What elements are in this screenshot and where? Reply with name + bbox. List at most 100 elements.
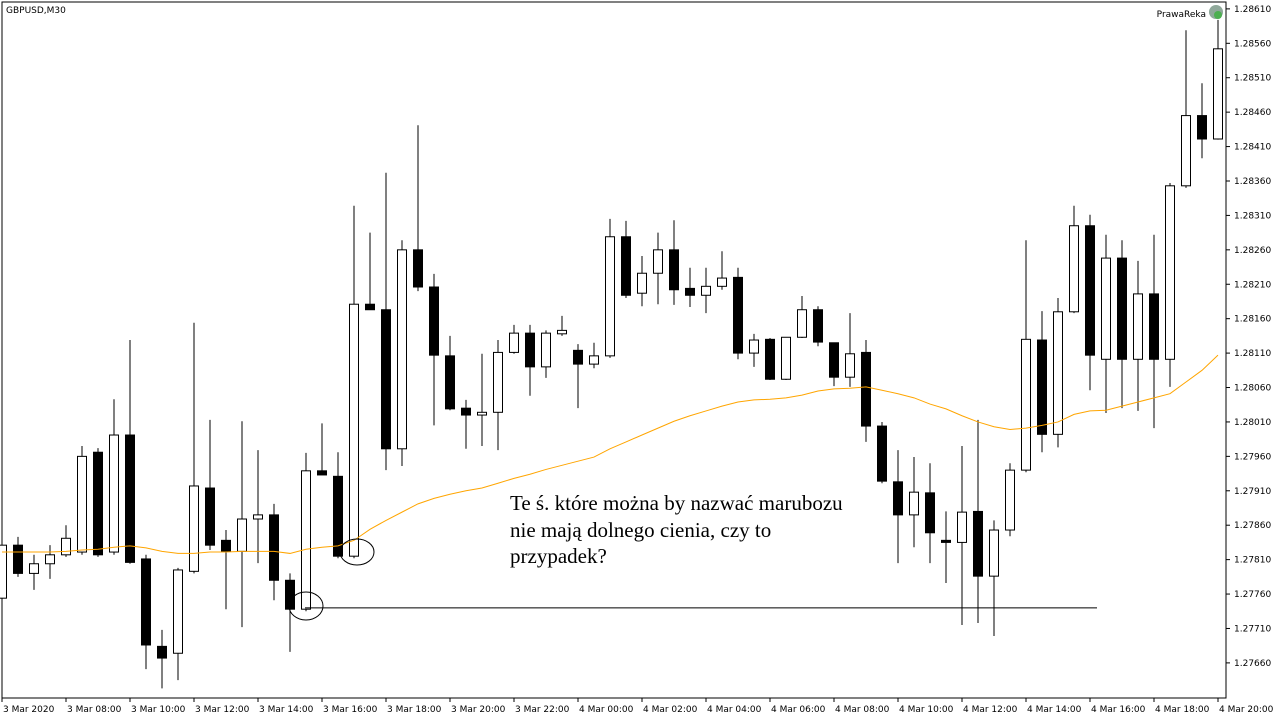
y-tick-label: 1.28210 — [1234, 280, 1271, 290]
candle-body — [109, 434, 119, 553]
candle-body — [0, 544, 7, 599]
candle-body — [333, 475, 343, 557]
y-tick-label: 1.27760 — [1234, 590, 1271, 600]
x-tick-label: 4 Mar 16:00 — [1091, 705, 1146, 715]
candle-body — [669, 249, 679, 291]
candle-body — [1133, 293, 1143, 360]
watermark-icon — [1209, 5, 1223, 19]
candle-body — [13, 544, 23, 574]
annotation-line: nie mają dolnego cienia, czy to — [510, 518, 771, 542]
candle-body — [1149, 293, 1159, 360]
x-tick-label: 4 Mar 12:00 — [963, 705, 1018, 715]
candle-body — [461, 407, 471, 416]
y-tick-label: 1.28460 — [1234, 108, 1271, 118]
candle-body — [61, 537, 71, 556]
candle-body — [733, 276, 743, 354]
candle-body — [877, 425, 887, 482]
candle-body — [957, 511, 967, 543]
candle-body — [893, 481, 903, 516]
watermark: PrawaReka — [1157, 10, 1206, 20]
candle-body — [317, 470, 327, 476]
candle-body — [77, 455, 87, 553]
candle-body — [685, 287, 695, 296]
highlight-ellipse — [288, 591, 324, 621]
x-tick-label: 4 Mar 18:00 — [1155, 705, 1210, 715]
candle-body — [701, 285, 711, 296]
candle-body — [93, 451, 103, 556]
candle-body — [397, 249, 407, 450]
x-tick-label: 4 Mar 20:00 — [1219, 705, 1274, 715]
x-tick-label: 4 Mar 00:00 — [579, 705, 634, 715]
candle-body — [141, 558, 151, 646]
candle-body — [493, 351, 503, 413]
candle-body — [125, 434, 135, 563]
x-tick-label: 3 Mar 20:00 — [451, 705, 506, 715]
candle-body — [237, 518, 247, 552]
candle-body — [589, 355, 599, 365]
y-tick-label: 1.28610 — [1234, 5, 1271, 15]
candle-body — [189, 485, 199, 572]
y-tick-label: 1.27710 — [1234, 624, 1271, 634]
candle-body — [45, 554, 55, 565]
y-tick-label: 1.28360 — [1234, 177, 1271, 187]
icon-dot — [1214, 11, 1222, 19]
y-tick-label: 1.28410 — [1234, 143, 1271, 153]
candle-body — [157, 645, 167, 659]
moving-average — [2, 354, 1219, 554]
candle-body — [909, 491, 919, 516]
candle-body — [1085, 225, 1095, 356]
y-tick-label: 1.28060 — [1234, 384, 1271, 394]
x-tick-label: 4 Mar 02:00 — [643, 705, 698, 715]
candle-body — [749, 339, 759, 354]
annotation-line: Te ś. które można by nazwać marubozu — [510, 491, 843, 515]
candle-body — [349, 303, 359, 557]
candle-body — [253, 514, 263, 520]
candle-body — [653, 249, 663, 274]
x-tick-label: 4 Mar 08:00 — [835, 705, 890, 715]
candle-body — [509, 332, 519, 353]
candle-body — [1181, 115, 1191, 187]
annotation-line: przypadek? — [510, 544, 607, 568]
candle-body — [1069, 225, 1079, 313]
candle-body — [989, 529, 999, 577]
x-tick-label: 4 Mar 10:00 — [899, 705, 954, 715]
chart-title: GBPUSD,M30 — [6, 6, 66, 16]
x-tick-label: 3 Mar 12:00 — [195, 705, 250, 715]
candle-body — [1037, 339, 1047, 435]
candle-body — [605, 236, 615, 357]
x-tick-label: 4 Mar 04:00 — [707, 705, 762, 715]
candle-body — [573, 349, 583, 365]
y-tick-label: 1.28310 — [1234, 211, 1271, 221]
y-tick-label: 1.28560 — [1234, 39, 1271, 49]
candle-body — [429, 286, 439, 356]
x-tick-label: 3 Mar 16:00 — [323, 705, 378, 715]
candle-body — [541, 332, 551, 368]
y-tick-label: 1.28510 — [1234, 74, 1271, 84]
candle-body — [797, 309, 807, 338]
candle-body — [413, 249, 423, 288]
candle-body — [557, 329, 567, 335]
candle-body — [829, 342, 839, 378]
y-tick-label: 1.28110 — [1234, 349, 1271, 359]
highlight-ellipse — [339, 538, 375, 566]
x-tick-label: 3 Mar 2020 — [3, 705, 55, 715]
candle-body — [365, 303, 375, 311]
candle-body — [173, 569, 183, 654]
candle-body — [1053, 311, 1063, 435]
y-tick-label: 1.28160 — [1234, 315, 1271, 325]
candle-body — [285, 579, 295, 610]
y-tick-label: 1.27660 — [1234, 659, 1271, 669]
candle-body — [29, 563, 39, 574]
candle-body — [1213, 48, 1223, 140]
candle-body — [813, 309, 823, 343]
x-tick-label: 3 Mar 10:00 — [131, 705, 186, 715]
candle-body — [301, 470, 311, 610]
candle-body — [477, 411, 487, 416]
candle-body — [445, 355, 455, 410]
candle-body — [1005, 469, 1015, 531]
y-tick-label: 1.28260 — [1234, 246, 1271, 256]
candle-body — [269, 514, 279, 581]
candle-body — [637, 272, 647, 294]
candle-body — [1101, 257, 1111, 360]
